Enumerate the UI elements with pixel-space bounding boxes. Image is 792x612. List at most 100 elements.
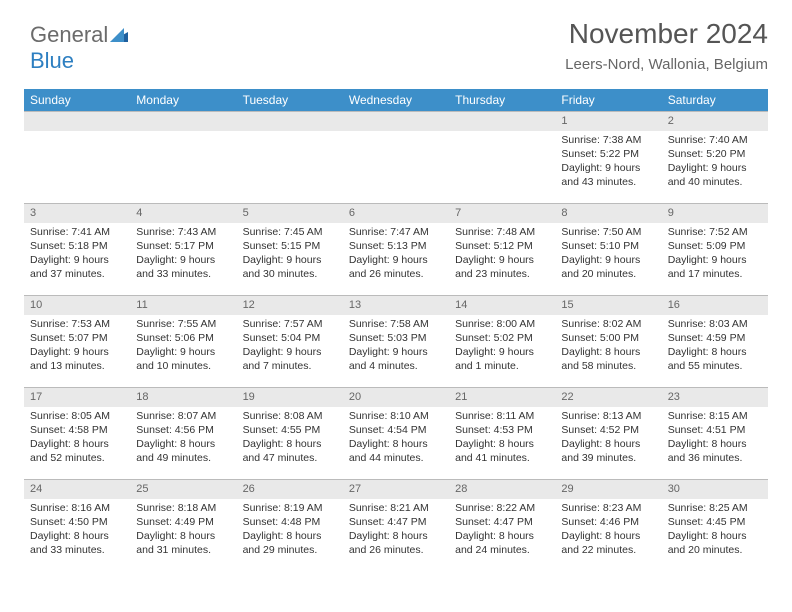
calendar-day-cell: 12Sunrise: 7:57 AMSunset: 5:04 PMDayligh… bbox=[237, 295, 343, 387]
calendar-day-cell: 16Sunrise: 8:03 AMSunset: 4:59 PMDayligh… bbox=[662, 295, 768, 387]
day-content: Sunrise: 7:45 AMSunset: 5:15 PMDaylight:… bbox=[237, 223, 343, 286]
logo-text-blue: Blue bbox=[30, 48, 74, 73]
day-number: 28 bbox=[449, 479, 555, 499]
daylight-line1: Daylight: 9 hours bbox=[561, 253, 655, 267]
sunset-text: Sunset: 4:56 PM bbox=[136, 423, 230, 437]
day-content: Sunrise: 8:08 AMSunset: 4:55 PMDaylight:… bbox=[237, 407, 343, 470]
daylight-line2: and 29 minutes. bbox=[243, 543, 337, 557]
sunrise-text: Sunrise: 7:57 AM bbox=[243, 317, 337, 331]
sunrise-text: Sunrise: 7:58 AM bbox=[349, 317, 443, 331]
daylight-line1: Daylight: 9 hours bbox=[561, 161, 655, 175]
sunset-text: Sunset: 4:51 PM bbox=[668, 423, 762, 437]
sunrise-text: Sunrise: 8:23 AM bbox=[561, 501, 655, 515]
day-number bbox=[130, 111, 236, 131]
daylight-line2: and 24 minutes. bbox=[455, 543, 549, 557]
calendar-day-cell: 21Sunrise: 8:11 AMSunset: 4:53 PMDayligh… bbox=[449, 387, 555, 479]
calendar-day-cell bbox=[24, 111, 130, 203]
sunrise-text: Sunrise: 8:11 AM bbox=[455, 409, 549, 423]
calendar-week-row: 3Sunrise: 7:41 AMSunset: 5:18 PMDaylight… bbox=[24, 203, 768, 295]
day-content: Sunrise: 7:43 AMSunset: 5:17 PMDaylight:… bbox=[130, 223, 236, 286]
daylight-line2: and 4 minutes. bbox=[349, 359, 443, 373]
calendar-day-cell: 29Sunrise: 8:23 AMSunset: 4:46 PMDayligh… bbox=[555, 479, 661, 571]
day-number: 30 bbox=[662, 479, 768, 499]
day-number: 14 bbox=[449, 295, 555, 315]
day-number: 8 bbox=[555, 203, 661, 223]
sunset-text: Sunset: 5:13 PM bbox=[349, 239, 443, 253]
day-content: Sunrise: 7:41 AMSunset: 5:18 PMDaylight:… bbox=[24, 223, 130, 286]
daylight-line1: Daylight: 8 hours bbox=[561, 529, 655, 543]
calendar-day-cell: 6Sunrise: 7:47 AMSunset: 5:13 PMDaylight… bbox=[343, 203, 449, 295]
sunrise-text: Sunrise: 8:02 AM bbox=[561, 317, 655, 331]
day-content: Sunrise: 8:13 AMSunset: 4:52 PMDaylight:… bbox=[555, 407, 661, 470]
day-content: Sunrise: 8:11 AMSunset: 4:53 PMDaylight:… bbox=[449, 407, 555, 470]
sunrise-text: Sunrise: 7:50 AM bbox=[561, 225, 655, 239]
daylight-line2: and 44 minutes. bbox=[349, 451, 443, 465]
day-content: Sunrise: 8:21 AMSunset: 4:47 PMDaylight:… bbox=[343, 499, 449, 562]
calendar-day-cell: 7Sunrise: 7:48 AMSunset: 5:12 PMDaylight… bbox=[449, 203, 555, 295]
daylight-line2: and 20 minutes. bbox=[561, 267, 655, 281]
daylight-line2: and 39 minutes. bbox=[561, 451, 655, 465]
daylight-line1: Daylight: 9 hours bbox=[243, 253, 337, 267]
calendar-day-cell: 26Sunrise: 8:19 AMSunset: 4:48 PMDayligh… bbox=[237, 479, 343, 571]
daylight-line2: and 1 minute. bbox=[455, 359, 549, 373]
calendar-day-cell: 25Sunrise: 8:18 AMSunset: 4:49 PMDayligh… bbox=[130, 479, 236, 571]
sunrise-text: Sunrise: 8:05 AM bbox=[30, 409, 124, 423]
sunset-text: Sunset: 5:22 PM bbox=[561, 147, 655, 161]
daylight-line1: Daylight: 9 hours bbox=[30, 345, 124, 359]
daylight-line1: Daylight: 9 hours bbox=[455, 345, 549, 359]
sunset-text: Sunset: 4:46 PM bbox=[561, 515, 655, 529]
daylight-line1: Daylight: 9 hours bbox=[455, 253, 549, 267]
daylight-line1: Daylight: 9 hours bbox=[136, 345, 230, 359]
daylight-line1: Daylight: 8 hours bbox=[455, 529, 549, 543]
sunrise-text: Sunrise: 8:25 AM bbox=[668, 501, 762, 515]
sunrise-text: Sunrise: 8:10 AM bbox=[349, 409, 443, 423]
day-number: 4 bbox=[130, 203, 236, 223]
day-number: 18 bbox=[130, 387, 236, 407]
day-content: Sunrise: 8:16 AMSunset: 4:50 PMDaylight:… bbox=[24, 499, 130, 562]
sunset-text: Sunset: 5:07 PM bbox=[30, 331, 124, 345]
sunrise-text: Sunrise: 8:16 AM bbox=[30, 501, 124, 515]
logo-text-gray: General bbox=[30, 22, 108, 47]
calendar-day-cell: 1Sunrise: 7:38 AMSunset: 5:22 PMDaylight… bbox=[555, 111, 661, 203]
sunrise-text: Sunrise: 8:13 AM bbox=[561, 409, 655, 423]
calendar-day-cell: 20Sunrise: 8:10 AMSunset: 4:54 PMDayligh… bbox=[343, 387, 449, 479]
calendar-day-cell: 2Sunrise: 7:40 AMSunset: 5:20 PMDaylight… bbox=[662, 111, 768, 203]
daylight-line1: Daylight: 8 hours bbox=[561, 345, 655, 359]
calendar-table: SundayMondayTuesdayWednesdayThursdayFrid… bbox=[24, 89, 768, 571]
day-content: Sunrise: 8:18 AMSunset: 4:49 PMDaylight:… bbox=[130, 499, 236, 562]
sunrise-text: Sunrise: 7:41 AM bbox=[30, 225, 124, 239]
sunrise-text: Sunrise: 8:19 AM bbox=[243, 501, 337, 515]
calendar-day-cell bbox=[449, 111, 555, 203]
calendar-day-cell: 11Sunrise: 7:55 AMSunset: 5:06 PMDayligh… bbox=[130, 295, 236, 387]
daylight-line1: Daylight: 9 hours bbox=[349, 253, 443, 267]
header: November 2024 Leers-Nord, Wallonia, Belg… bbox=[24, 18, 768, 73]
sunset-text: Sunset: 5:03 PM bbox=[349, 331, 443, 345]
day-number: 7 bbox=[449, 203, 555, 223]
day-content: Sunrise: 8:15 AMSunset: 4:51 PMDaylight:… bbox=[662, 407, 768, 470]
sunset-text: Sunset: 5:04 PM bbox=[243, 331, 337, 345]
day-content: Sunrise: 7:50 AMSunset: 5:10 PMDaylight:… bbox=[555, 223, 661, 286]
day-number: 23 bbox=[662, 387, 768, 407]
day-content: Sunrise: 7:58 AMSunset: 5:03 PMDaylight:… bbox=[343, 315, 449, 378]
daylight-line1: Daylight: 9 hours bbox=[668, 161, 762, 175]
calendar-day-cell: 9Sunrise: 7:52 AMSunset: 5:09 PMDaylight… bbox=[662, 203, 768, 295]
daylight-line2: and 20 minutes. bbox=[668, 543, 762, 557]
daylight-line2: and 55 minutes. bbox=[668, 359, 762, 373]
sunrise-text: Sunrise: 8:08 AM bbox=[243, 409, 337, 423]
sunrise-text: Sunrise: 8:22 AM bbox=[455, 501, 549, 515]
daylight-line1: Daylight: 8 hours bbox=[136, 529, 230, 543]
day-number bbox=[343, 111, 449, 131]
sunrise-text: Sunrise: 8:00 AM bbox=[455, 317, 549, 331]
day-content: Sunrise: 7:40 AMSunset: 5:20 PMDaylight:… bbox=[662, 131, 768, 194]
day-number: 15 bbox=[555, 295, 661, 315]
daylight-line2: and 58 minutes. bbox=[561, 359, 655, 373]
day-content: Sunrise: 8:05 AMSunset: 4:58 PMDaylight:… bbox=[24, 407, 130, 470]
daylight-line2: and 31 minutes. bbox=[136, 543, 230, 557]
day-content: Sunrise: 8:22 AMSunset: 4:47 PMDaylight:… bbox=[449, 499, 555, 562]
day-number: 13 bbox=[343, 295, 449, 315]
day-number: 2 bbox=[662, 111, 768, 131]
calendar-day-cell: 17Sunrise: 8:05 AMSunset: 4:58 PMDayligh… bbox=[24, 387, 130, 479]
page-title: November 2024 bbox=[24, 18, 768, 50]
calendar-day-cell bbox=[130, 111, 236, 203]
sunset-text: Sunset: 5:12 PM bbox=[455, 239, 549, 253]
